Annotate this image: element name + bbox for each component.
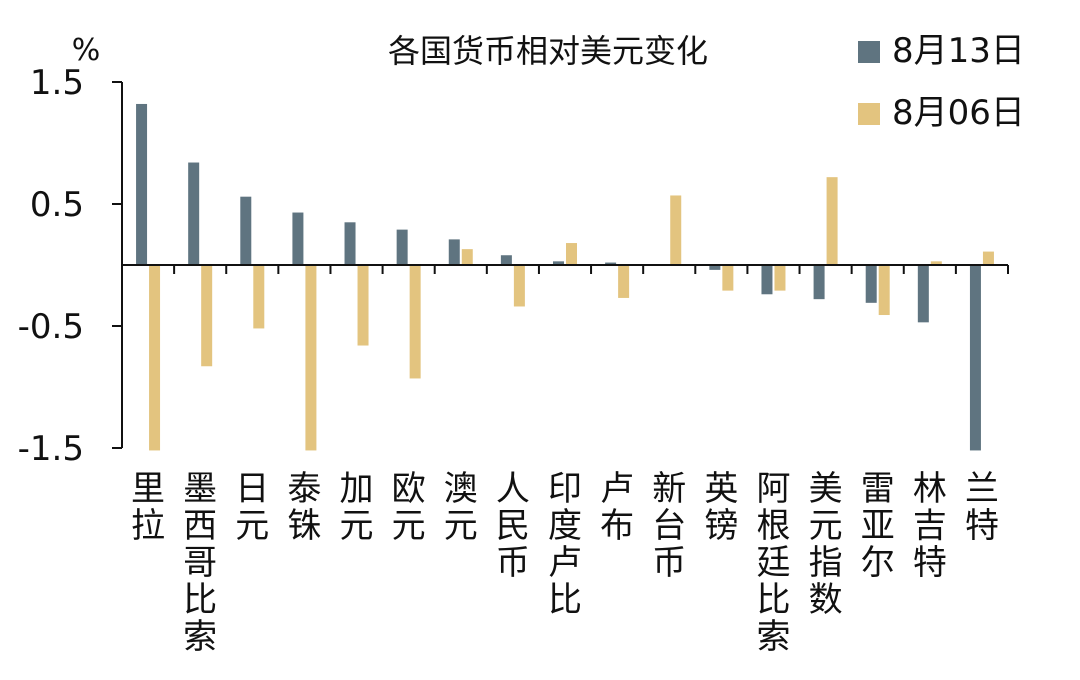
bar-aug06 [982,251,994,265]
category-label: 卢布 [600,469,634,546]
category-label: 兰特 [965,469,999,546]
bar-aug06 [357,265,369,346]
bar-aug13 [396,229,408,265]
bar-aug13 [136,103,148,266]
y-tick-label: -1.5 [18,429,84,469]
bar-aug06 [305,265,317,451]
category-label: 新台币 [652,469,686,583]
category-label: 欧元 [392,469,426,546]
bar-aug06 [722,265,734,291]
bar-aug06 [878,265,890,316]
y-tick-label: 0.5 [30,185,84,225]
category-label: 人民币 [496,469,530,583]
bar-aug13 [240,196,252,265]
bar-aug13 [292,212,304,265]
bar-aug13 [553,261,564,265]
category-label: 加元 [340,469,374,546]
bar-aug06 [513,265,525,307]
bar-aug06 [409,265,421,379]
category-label: 澳元 [444,469,478,546]
bar-aug13 [917,265,929,323]
bar-aug13 [709,265,721,270]
y-tick-label: -0.5 [18,307,84,347]
legend-swatch [858,103,880,125]
bar-aug13 [605,262,617,265]
category-label: 阿根廷比索 [756,469,790,657]
bar-aug13 [865,265,877,303]
bars [136,103,994,451]
bar-aug06 [566,243,577,265]
bar-aug13 [969,265,981,451]
bar-aug13 [188,162,200,265]
category-label: 林吉特 [913,469,947,583]
bar-aug13 [344,222,356,265]
category-label: 雷亚尔 [861,469,895,583]
legend-swatch [858,41,880,63]
x-axis-ticks [121,265,1009,274]
y-axis-ticks: 1.5 0.5 -0.5 -1.5 [18,63,122,469]
category-labels: 里拉墨西哥比索日元泰铢加元欧元澳元人民币印度卢比卢布新台币英镑阿根廷比索美元指数… [131,469,999,657]
bar-aug06 [201,265,213,367]
bar-aug13 [448,239,460,265]
category-label: 墨西哥比索 [183,469,217,657]
category-label: 泰铢 [287,469,321,546]
bar-aug06 [774,265,786,291]
legend-label: 8月13日 [892,31,1025,71]
category-label: 日元 [235,469,269,546]
bar-aug13 [813,265,825,300]
category-label: 印度卢比 [548,469,582,620]
bar-aug06 [461,249,473,265]
bar-aug06 [670,195,682,265]
category-label: 美元指数 [809,469,843,620]
bar-aug13 [500,255,512,265]
category-label: 里拉 [131,469,165,546]
legend: 8月13日 8月06日 [858,31,1025,133]
chart-title: 各国货币相对美元变化 [388,32,708,70]
bar-aug06 [826,177,838,265]
bar-aug13 [761,265,773,295]
bar-aug06 [253,265,265,329]
bar-aug06 [618,265,630,298]
bar-aug06 [149,265,161,451]
category-label: 英镑 [704,469,738,546]
y-tick-label: 1.5 [30,63,84,103]
y-axis-unit: % [72,33,101,68]
bar-aug06 [930,261,942,265]
legend-label: 8月06日 [892,93,1025,133]
